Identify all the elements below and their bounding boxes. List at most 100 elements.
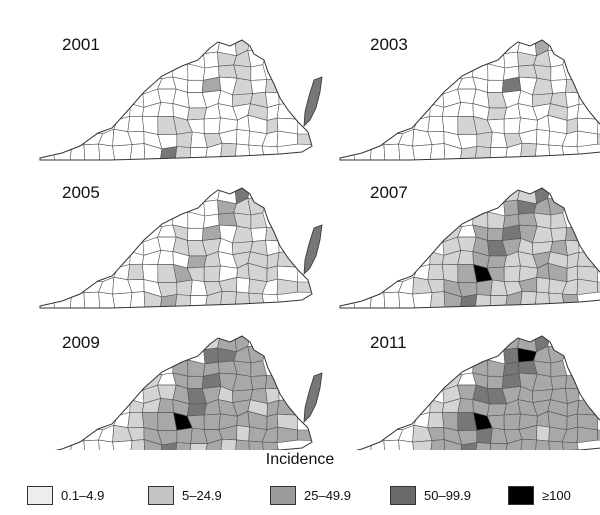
county-61 [250, 227, 268, 242]
county-38 [159, 442, 178, 450]
county-13 [112, 440, 133, 450]
county-47 [474, 146, 492, 160]
legend-label-1: 0.1–4.9 [61, 487, 105, 503]
county-13 [412, 144, 433, 160]
county-70 [236, 129, 250, 146]
county-83 [597, 429, 600, 441]
county-68 [519, 142, 537, 160]
county-53 [503, 117, 521, 135]
county-20 [429, 143, 446, 160]
county-29 [143, 143, 163, 160]
county-47 [474, 442, 492, 450]
county-3 [83, 143, 101, 160]
legend-swatch-1 [27, 485, 53, 505]
year-label-2005: 2005 [62, 183, 100, 202]
legend-item-4: 50–99.9 [390, 485, 471, 505]
county-47 [474, 294, 492, 308]
county-22 [457, 250, 474, 266]
incidence-maps: 2001 2003 2005 2007 2009 2011 [39, 35, 600, 450]
county-11 [127, 411, 145, 429]
county-22 [457, 102, 474, 118]
county-20 [429, 439, 446, 450]
county-55 [489, 147, 508, 160]
map-panel-2005 [39, 187, 323, 309]
map-panel-2007 [339, 187, 600, 309]
county-29 [143, 291, 163, 308]
county-11 [427, 411, 445, 429]
county-61 [550, 227, 568, 242]
county-26 [203, 51, 219, 69]
legend-label-5: ≥100 [542, 487, 571, 503]
county-7 [98, 439, 116, 450]
legend-swatch-2 [148, 485, 174, 505]
county-78 [576, 398, 599, 416]
county-3 [383, 143, 401, 160]
year-label-2003: 2003 [370, 35, 408, 54]
county-55 [189, 443, 208, 450]
county-layer [352, 188, 600, 308]
legend-label-3: 25–49.9 [304, 487, 351, 503]
county-82 [576, 278, 599, 296]
county-57 [550, 64, 568, 81]
county-68 [219, 438, 237, 450]
map-panel-2003 [339, 39, 600, 161]
county-3 [383, 439, 401, 450]
county-77 [548, 440, 566, 450]
county-20 [129, 143, 146, 160]
county-82 [576, 426, 599, 444]
county-3 [83, 439, 101, 450]
county-13 [112, 292, 133, 308]
county-11 [127, 115, 145, 133]
county-82 [276, 130, 299, 148]
county-55 [489, 443, 508, 450]
county-26 [203, 199, 219, 217]
county-22 [157, 398, 174, 414]
county-23 [187, 359, 206, 377]
county-73 [234, 291, 251, 308]
county-68 [219, 290, 237, 308]
county-23 [487, 63, 506, 81]
county-13 [412, 440, 433, 450]
state-outline [339, 39, 600, 161]
county-38 [459, 442, 478, 450]
eastern-shore [303, 372, 323, 424]
county-73 [234, 439, 251, 450]
state-outline [355, 335, 600, 450]
county-83 [597, 133, 600, 145]
legend-item-1: 0.1–4.9 [27, 485, 104, 505]
county-38 [459, 146, 478, 160]
county-40 [186, 403, 207, 417]
county-26 [503, 51, 519, 69]
county-78 [276, 250, 299, 268]
county-68 [519, 290, 537, 308]
county-13 [412, 292, 433, 308]
map-panel-2009 [52, 335, 323, 450]
county-13 [112, 144, 133, 160]
legend-item-3: 25–49.9 [270, 485, 351, 505]
county-57 [250, 64, 268, 81]
county-78 [576, 102, 599, 120]
county-57 [250, 360, 268, 377]
county-55 [189, 295, 208, 308]
county-78 [576, 250, 599, 268]
county-40 [486, 107, 507, 121]
county-28 [187, 79, 204, 93]
county-23 [487, 211, 506, 229]
county-11 [427, 115, 445, 133]
county-7 [398, 291, 416, 308]
year-label-2009: 2009 [62, 333, 100, 352]
legend: Incidence 0.1–4.9 5–24.9 25–49.9 50–99.9… [0, 450, 600, 515]
county-47 [174, 146, 192, 160]
county-7 [98, 143, 116, 160]
county-61 [550, 375, 568, 390]
county-20 [129, 439, 146, 450]
county-layer [352, 40, 600, 160]
county-47 [174, 294, 192, 308]
county-73 [534, 439, 551, 450]
county-42 [176, 131, 193, 148]
county-7 [398, 143, 416, 160]
county-52 [547, 49, 567, 68]
county-layer [352, 336, 600, 450]
legend-swatch-5 [508, 485, 534, 505]
county-52 [247, 345, 267, 364]
